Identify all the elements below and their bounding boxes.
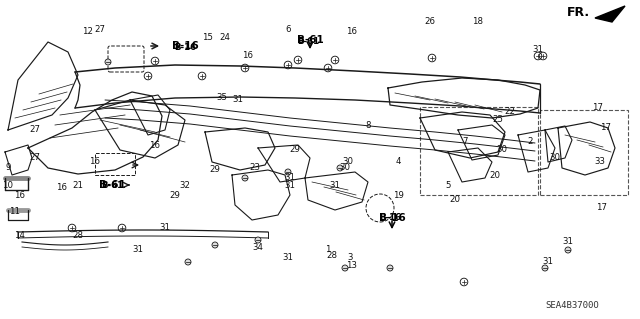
Text: 27: 27 bbox=[29, 125, 40, 135]
Text: 4: 4 bbox=[396, 158, 401, 167]
Text: 22: 22 bbox=[504, 108, 515, 116]
Text: 31: 31 bbox=[543, 257, 554, 266]
Text: 16: 16 bbox=[150, 140, 161, 150]
Text: 31: 31 bbox=[563, 238, 573, 247]
Text: 31: 31 bbox=[159, 224, 170, 233]
Text: B-16: B-16 bbox=[174, 43, 196, 53]
Text: 16: 16 bbox=[56, 183, 67, 192]
Text: 31: 31 bbox=[132, 246, 143, 255]
Text: 28: 28 bbox=[326, 250, 337, 259]
Text: B-61: B-61 bbox=[99, 180, 125, 190]
Text: 24: 24 bbox=[220, 33, 230, 42]
Text: 9: 9 bbox=[5, 164, 11, 173]
Text: 12: 12 bbox=[83, 27, 93, 36]
Text: 27: 27 bbox=[29, 153, 40, 162]
Text: 31: 31 bbox=[232, 95, 243, 105]
Circle shape bbox=[285, 169, 291, 175]
Text: 8: 8 bbox=[365, 121, 371, 130]
Text: 27: 27 bbox=[95, 26, 106, 34]
Text: FR.: FR. bbox=[567, 5, 590, 19]
Text: 13: 13 bbox=[346, 261, 358, 270]
Text: 17: 17 bbox=[596, 204, 607, 212]
Text: 15: 15 bbox=[202, 33, 214, 42]
Text: 16: 16 bbox=[90, 158, 100, 167]
Circle shape bbox=[342, 265, 348, 271]
Text: 16: 16 bbox=[346, 27, 358, 36]
Text: 33: 33 bbox=[595, 158, 605, 167]
Text: 30: 30 bbox=[497, 145, 508, 154]
Text: 17: 17 bbox=[600, 123, 611, 132]
Text: 20: 20 bbox=[449, 196, 461, 204]
Circle shape bbox=[212, 242, 218, 248]
Text: B-61: B-61 bbox=[296, 35, 323, 45]
Text: 3: 3 bbox=[348, 254, 353, 263]
Text: 31: 31 bbox=[532, 46, 543, 55]
Text: 14: 14 bbox=[15, 231, 26, 240]
Text: 29: 29 bbox=[209, 166, 220, 174]
Text: 25: 25 bbox=[493, 115, 504, 124]
Text: 20: 20 bbox=[490, 170, 500, 180]
Text: 5: 5 bbox=[445, 181, 451, 189]
Text: 7: 7 bbox=[462, 137, 468, 146]
Text: 34: 34 bbox=[253, 243, 264, 253]
Text: B-16: B-16 bbox=[172, 41, 198, 51]
Text: 30: 30 bbox=[550, 153, 561, 162]
Text: 26: 26 bbox=[424, 18, 435, 26]
Text: 1: 1 bbox=[325, 246, 331, 255]
Text: SEA4B3700O: SEA4B3700O bbox=[545, 300, 599, 309]
Text: 23: 23 bbox=[250, 164, 260, 173]
Text: 17: 17 bbox=[593, 103, 604, 113]
Text: 31: 31 bbox=[285, 174, 296, 182]
Text: 30: 30 bbox=[339, 164, 351, 173]
Text: 35: 35 bbox=[216, 93, 227, 102]
Text: 29: 29 bbox=[170, 190, 180, 199]
Text: B-61: B-61 bbox=[101, 181, 123, 189]
Circle shape bbox=[242, 175, 248, 181]
Text: 16: 16 bbox=[15, 190, 26, 199]
Circle shape bbox=[337, 165, 343, 171]
Text: 19: 19 bbox=[392, 190, 403, 199]
Text: 11: 11 bbox=[10, 207, 20, 217]
Text: 31: 31 bbox=[282, 254, 294, 263]
Circle shape bbox=[255, 237, 261, 243]
Text: 29: 29 bbox=[289, 145, 300, 154]
Circle shape bbox=[185, 259, 191, 265]
Text: B-16: B-16 bbox=[379, 213, 405, 223]
Text: 31: 31 bbox=[285, 181, 296, 189]
Circle shape bbox=[105, 59, 111, 65]
Circle shape bbox=[387, 265, 393, 271]
Circle shape bbox=[542, 265, 548, 271]
Text: 30: 30 bbox=[342, 158, 353, 167]
Text: 28: 28 bbox=[72, 231, 83, 240]
Text: 10: 10 bbox=[3, 181, 13, 189]
Text: 32: 32 bbox=[179, 181, 191, 189]
Text: 2: 2 bbox=[527, 137, 532, 146]
Text: B-61: B-61 bbox=[297, 38, 319, 47]
Text: 16: 16 bbox=[243, 50, 253, 60]
Text: 31: 31 bbox=[330, 181, 340, 189]
Text: 21: 21 bbox=[72, 181, 83, 189]
Text: 6: 6 bbox=[285, 26, 291, 34]
Text: 18: 18 bbox=[472, 18, 483, 26]
Text: B-16: B-16 bbox=[379, 213, 401, 222]
Polygon shape bbox=[595, 6, 625, 22]
Circle shape bbox=[565, 247, 571, 253]
